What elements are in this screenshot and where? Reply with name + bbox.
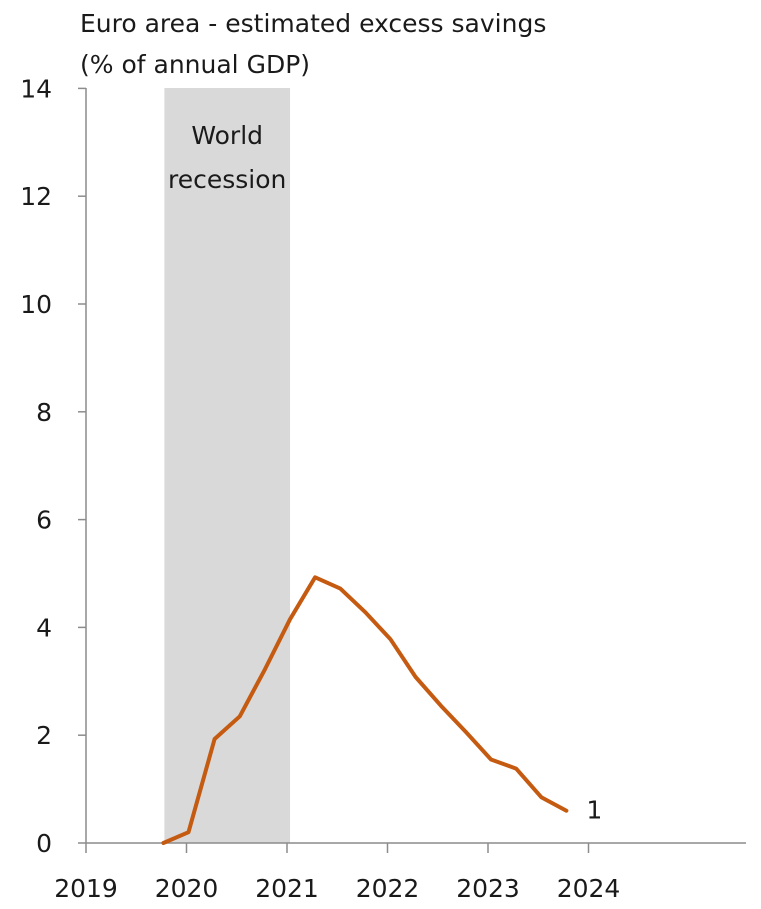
recession-band-group: World recession bbox=[164, 88, 291, 843]
recession-band-label-line-2: recession bbox=[168, 165, 286, 194]
y-tick-label: 8 bbox=[36, 398, 52, 427]
series-point bbox=[263, 667, 267, 671]
series-point bbox=[238, 714, 242, 718]
series-point bbox=[313, 575, 317, 579]
recession-band bbox=[164, 88, 291, 843]
series-point bbox=[338, 587, 342, 591]
x-tick-label: 2023 bbox=[456, 874, 520, 903]
series-point bbox=[439, 704, 443, 708]
series-point bbox=[363, 610, 367, 614]
series-point bbox=[288, 617, 292, 621]
series-point bbox=[389, 637, 393, 641]
chart-title-line-2: (% of annual GDP) bbox=[80, 50, 310, 79]
recession-band-label-line-1: World bbox=[191, 121, 263, 150]
y-tick-label: 12 bbox=[20, 182, 52, 211]
axes: 0 2 4 6 8 10 12 14 2019 2020 2021 2022 2023 2024 bbox=[20, 74, 746, 903]
series-end-label: 1 bbox=[586, 796, 602, 825]
series-point bbox=[464, 730, 468, 734]
series-group: 1 bbox=[161, 575, 602, 845]
series-point bbox=[564, 809, 568, 813]
y-tick-label: 2 bbox=[36, 721, 52, 750]
y-tick-label: 6 bbox=[36, 506, 52, 535]
x-tick-label: 2019 bbox=[54, 874, 118, 903]
x-tick-label: 2021 bbox=[255, 874, 319, 903]
series-point bbox=[489, 757, 493, 761]
chart-title-line-1: Euro area - estimated excess savings bbox=[80, 9, 546, 38]
series-point bbox=[187, 830, 191, 834]
series-point bbox=[213, 737, 217, 741]
x-tick-label: 2024 bbox=[557, 874, 621, 903]
y-tick-label: 14 bbox=[20, 74, 52, 103]
series-point bbox=[161, 841, 165, 845]
series-point bbox=[514, 767, 518, 771]
series-point bbox=[539, 795, 543, 799]
y-tick-label: 4 bbox=[36, 613, 52, 642]
y-tick-label: 0 bbox=[36, 829, 52, 858]
series-point bbox=[414, 675, 418, 679]
y-tick-label: 10 bbox=[20, 290, 52, 319]
x-tick-label: 2020 bbox=[155, 874, 219, 903]
x-tick-label: 2022 bbox=[356, 874, 420, 903]
